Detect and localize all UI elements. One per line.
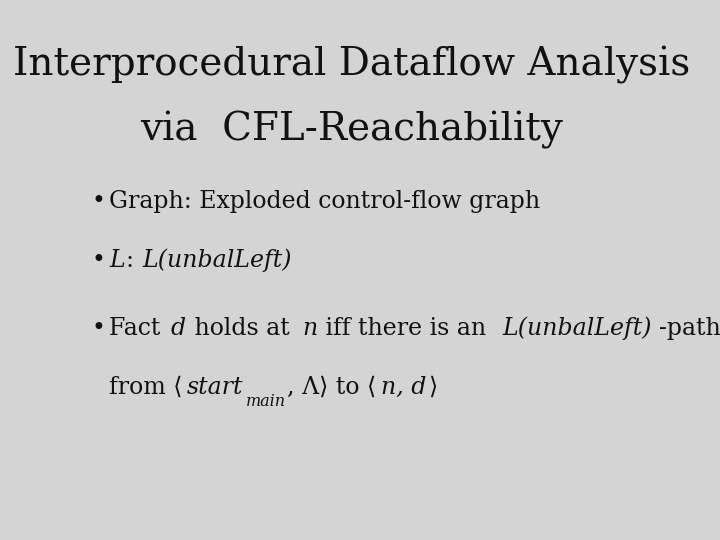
Text: from ⟨: from ⟨ xyxy=(109,376,183,399)
Text: start: start xyxy=(186,376,243,399)
Text: n: n xyxy=(302,317,318,340)
Text: d: d xyxy=(171,317,186,340)
Text: ⟩: ⟩ xyxy=(428,376,438,399)
Text: main: main xyxy=(246,393,286,410)
Text: Graph: Exploded control-flow graph: Graph: Exploded control-flow graph xyxy=(109,190,541,213)
Text: Fact: Fact xyxy=(109,317,168,340)
Text: Interprocedural Dataflow Analysis: Interprocedural Dataflow Analysis xyxy=(13,46,690,84)
Text: •: • xyxy=(91,249,106,272)
Text: iff there is an: iff there is an xyxy=(318,317,494,340)
Text: •: • xyxy=(91,190,106,213)
Text: :: : xyxy=(126,249,141,272)
Text: L(unbalLeft): L(unbalLeft) xyxy=(142,249,292,272)
Text: holds at: holds at xyxy=(186,317,297,340)
Text: n, d: n, d xyxy=(381,376,426,399)
Text: L: L xyxy=(109,249,125,272)
Text: via  CFL-Reachability: via CFL-Reachability xyxy=(140,111,563,148)
Text: L(unbalLeft): L(unbalLeft) xyxy=(503,316,652,340)
Text: , Λ⟩ to ⟨: , Λ⟩ to ⟨ xyxy=(287,376,377,399)
Text: -path: -path xyxy=(659,317,720,340)
Text: •: • xyxy=(91,317,106,340)
